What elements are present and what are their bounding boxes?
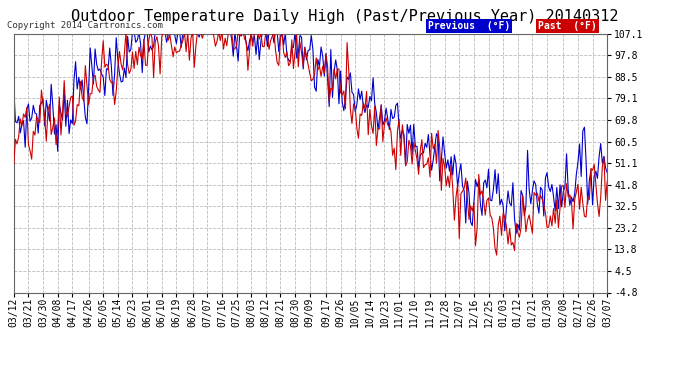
Text: Copyright 2014 Cartronics.com: Copyright 2014 Cartronics.com	[7, 21, 163, 30]
Text: Outdoor Temperature Daily High (Past/Previous Year) 20140312: Outdoor Temperature Daily High (Past/Pre…	[71, 9, 619, 24]
Text: Past  (°F): Past (°F)	[538, 21, 597, 31]
Text: Previous  (°F): Previous (°F)	[428, 21, 510, 31]
